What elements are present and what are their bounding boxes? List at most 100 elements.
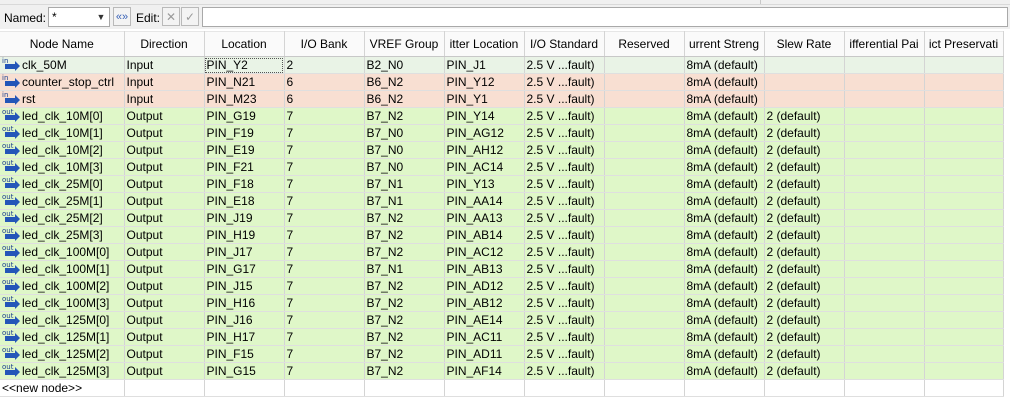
slew-rate-cell[interactable]: 2 (default) bbox=[764, 243, 845, 261]
direction-cell[interactable]: Output bbox=[124, 192, 205, 210]
node-name-cell[interactable]: in counter_stop_ctrl bbox=[0, 73, 125, 91]
direction-cell[interactable]: Output bbox=[124, 175, 205, 193]
slew-rate-cell[interactable]: 2 (default) bbox=[764, 209, 845, 227]
fitter-location-cell[interactable]: PIN_AE14 bbox=[444, 311, 525, 329]
fitter-location-cell[interactable]: PIN_AC11 bbox=[444, 328, 525, 346]
direction-cell[interactable]: Output bbox=[124, 260, 205, 278]
io-bank-cell[interactable]: 6 bbox=[284, 73, 365, 91]
table-cell[interactable] bbox=[444, 379, 525, 397]
vref-group-cell[interactable]: B7_N2 bbox=[364, 294, 445, 312]
table-row[interactable]: in counter_stop_ctrl Input PIN_N21 6 B6_N2 PIN… bbox=[0, 73, 1004, 91]
fitter-location-cell[interactable]: PIN_AF14 bbox=[444, 362, 525, 380]
slew-rate-cell[interactable] bbox=[764, 90, 845, 108]
slew-rate-cell[interactable]: 2 (default) bbox=[764, 328, 845, 346]
current-strength-cell[interactable]: 8mA (default) bbox=[684, 107, 765, 125]
io-bank-cell[interactable]: 7 bbox=[284, 107, 365, 125]
reserved-cell[interactable] bbox=[604, 175, 685, 193]
fitter-location-cell[interactable]: PIN_Y14 bbox=[444, 107, 525, 125]
node-name-cell[interactable]: out led_clk_100M[1] bbox=[0, 260, 125, 278]
slew-rate-cell[interactable] bbox=[764, 73, 845, 91]
column-header[interactable]: I/O Standard bbox=[524, 31, 605, 57]
location-cell[interactable]: PIN_G17 bbox=[204, 260, 285, 278]
current-strength-cell[interactable]: 8mA (default) bbox=[684, 226, 765, 244]
slew-rate-cell[interactable]: 2 (default) bbox=[764, 260, 845, 278]
table-cell[interactable] bbox=[604, 379, 685, 397]
node-name-cell[interactable]: out led_clk_10M[3] bbox=[0, 158, 125, 176]
direction-cell[interactable]: Output bbox=[124, 107, 205, 125]
strict-preservation-cell[interactable] bbox=[924, 209, 1004, 227]
current-strength-cell[interactable]: 8mA (default) bbox=[684, 90, 765, 108]
differential-pair-cell[interactable] bbox=[844, 362, 925, 380]
direction-cell[interactable]: Output bbox=[124, 345, 205, 363]
strict-preservation-cell[interactable] bbox=[924, 90, 1004, 108]
current-strength-cell[interactable]: 8mA (default) bbox=[684, 158, 765, 176]
differential-pair-cell[interactable] bbox=[844, 328, 925, 346]
differential-pair-cell[interactable] bbox=[844, 107, 925, 125]
location-cell[interactable]: PIN_J17 bbox=[204, 243, 285, 261]
column-header[interactable]: Slew Rate bbox=[764, 31, 845, 57]
io-standard-cell[interactable]: 2.5 V ...fault) bbox=[524, 158, 605, 176]
table-cell[interactable] bbox=[684, 379, 765, 397]
strict-preservation-cell[interactable] bbox=[924, 73, 1004, 91]
io-standard-cell[interactable]: 2.5 V ...fault) bbox=[524, 56, 605, 74]
node-name-cell[interactable]: out led_clk_125M[3] bbox=[0, 362, 125, 380]
io-standard-cell[interactable]: 2.5 V ...fault) bbox=[524, 345, 605, 363]
double-chevron-icon[interactable]: «» bbox=[113, 7, 131, 26]
direction-cell[interactable]: Output bbox=[124, 277, 205, 295]
direction-cell[interactable]: Output bbox=[124, 141, 205, 159]
current-strength-cell[interactable]: 8mA (default) bbox=[684, 209, 765, 227]
io-standard-cell[interactable]: 2.5 V ...fault) bbox=[524, 209, 605, 227]
reserved-cell[interactable] bbox=[604, 226, 685, 244]
current-strength-cell[interactable]: 8mA (default) bbox=[684, 311, 765, 329]
vref-group-cell[interactable]: B7_N2 bbox=[364, 277, 445, 295]
column-header[interactable]: Location bbox=[204, 31, 285, 57]
vref-group-cell[interactable]: B7_N2 bbox=[364, 243, 445, 261]
reserved-cell[interactable] bbox=[604, 107, 685, 125]
differential-pair-cell[interactable] bbox=[844, 226, 925, 244]
chevron-down-icon[interactable]: ▼ bbox=[96, 12, 106, 22]
node-name-cell[interactable]: out led_clk_100M[2] bbox=[0, 277, 125, 295]
node-name-cell[interactable]: out led_clk_25M[3] bbox=[0, 226, 125, 244]
table-row[interactable]: out led_clk_125M[1] Output PIN_H17 7 B7_N2 PIN… bbox=[0, 328, 1004, 346]
vref-group-cell[interactable]: B7_N2 bbox=[364, 311, 445, 329]
differential-pair-cell[interactable] bbox=[844, 209, 925, 227]
location-cell[interactable]: PIN_F19 bbox=[204, 124, 285, 142]
table-cell[interactable] bbox=[524, 379, 605, 397]
location-cell[interactable]: PIN_J16 bbox=[204, 311, 285, 329]
fitter-location-cell[interactable]: PIN_AH12 bbox=[444, 141, 525, 159]
io-bank-cell[interactable]: 7 bbox=[284, 243, 365, 261]
reserved-cell[interactable] bbox=[604, 124, 685, 142]
slew-rate-cell[interactable]: 2 (default) bbox=[764, 158, 845, 176]
direction-cell[interactable]: Input bbox=[124, 56, 205, 74]
fitter-location-cell[interactable]: PIN_Y1 bbox=[444, 90, 525, 108]
io-standard-cell[interactable]: 2.5 V ...fault) bbox=[524, 328, 605, 346]
table-cell[interactable] bbox=[364, 379, 445, 397]
new-node-row[interactable]: <<new node>> bbox=[0, 379, 1004, 397]
vref-group-cell[interactable]: B7_N1 bbox=[364, 260, 445, 278]
strict-preservation-cell[interactable] bbox=[924, 141, 1004, 159]
io-standard-cell[interactable]: 2.5 V ...fault) bbox=[524, 243, 605, 261]
current-strength-cell[interactable]: 8mA (default) bbox=[684, 277, 765, 295]
slew-rate-cell[interactable] bbox=[764, 56, 845, 74]
table-cell[interactable] bbox=[204, 379, 285, 397]
slew-rate-cell[interactable]: 2 (default) bbox=[764, 345, 845, 363]
reserved-cell[interactable] bbox=[604, 209, 685, 227]
column-header[interactable]: VREF Group bbox=[364, 31, 445, 57]
node-name-cell[interactable]: out led_clk_10M[2] bbox=[0, 141, 125, 159]
node-name-cell[interactable]: out led_clk_25M[2] bbox=[0, 209, 125, 227]
vref-group-cell[interactable]: B7_N0 bbox=[364, 124, 445, 142]
reserved-cell[interactable] bbox=[604, 90, 685, 108]
fitter-location-cell[interactable]: PIN_AB12 bbox=[444, 294, 525, 312]
differential-pair-cell[interactable] bbox=[844, 277, 925, 295]
reserved-cell[interactable] bbox=[604, 192, 685, 210]
fitter-location-cell[interactable]: PIN_AC14 bbox=[444, 158, 525, 176]
reserved-cell[interactable] bbox=[604, 345, 685, 363]
slew-rate-cell[interactable]: 2 (default) bbox=[764, 294, 845, 312]
direction-cell[interactable]: Output bbox=[124, 362, 205, 380]
io-standard-cell[interactable]: 2.5 V ...fault) bbox=[524, 362, 605, 380]
current-strength-cell[interactable]: 8mA (default) bbox=[684, 56, 765, 74]
io-bank-cell[interactable]: 6 bbox=[284, 90, 365, 108]
column-header[interactable]: Direction bbox=[124, 31, 205, 57]
strict-preservation-cell[interactable] bbox=[924, 260, 1004, 278]
node-name-cell[interactable]: out led_clk_25M[0] bbox=[0, 175, 125, 193]
